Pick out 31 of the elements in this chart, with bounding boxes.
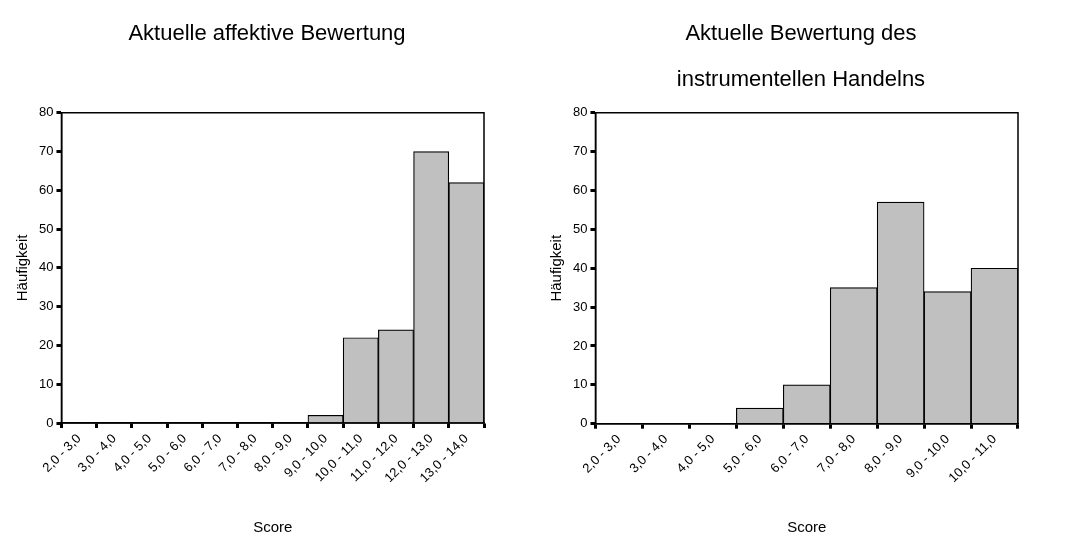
x-tick-label: 6,0 - 7,0 [767, 431, 812, 476]
y-axis-title: Häufigkeit [13, 233, 31, 302]
y-tick-label: 30 [38, 298, 54, 314]
x-axis-title: Score [253, 518, 293, 536]
y-axis-title: Häufigkeit [547, 234, 565, 302]
chart-title: Aktuelle Bewertung des instrumentellen Handelns [675, 19, 927, 93]
y-tick-label: 20 [38, 337, 54, 353]
x-tick-label: 7,0 - 8,0 [813, 431, 859, 476]
x-tick-label: 8,0 - 9,0 [860, 431, 906, 476]
y-tick-label: 10 [572, 376, 588, 392]
y-tick-label: 50 [38, 220, 54, 236]
y-tick-label: 60 [38, 181, 54, 197]
y-tick-label: 0 [46, 414, 54, 430]
y-tick-label: 50 [572, 220, 588, 236]
x-tick-label: 5,0 - 6,0 [720, 431, 765, 476]
y-tick-label: 80 [38, 104, 54, 120]
x-tick-label: 2,0 - 3,0 [579, 431, 624, 476]
chart-title: Aktuelle affektive Bewertung [127, 19, 407, 47]
y-tick-label: 0 [580, 415, 588, 431]
y-tick-label: 40 [38, 259, 54, 275]
y-tick-label: 60 [572, 182, 588, 198]
y-tick-label: 20 [572, 337, 588, 353]
y-tick-label: 30 [572, 298, 588, 314]
y-tick-label: 70 [38, 143, 54, 159]
y-tick-label: 70 [572, 143, 588, 159]
x-tick-label: 4,0 - 5,0 [673, 431, 718, 476]
y-tick-label: 10 [38, 375, 54, 391]
y-tick-label: 40 [572, 259, 588, 275]
x-tick-label: 3,0 - 4,0 [626, 431, 671, 476]
y-tick-label: 80 [572, 104, 588, 120]
x-axis-title: Score [787, 518, 827, 536]
